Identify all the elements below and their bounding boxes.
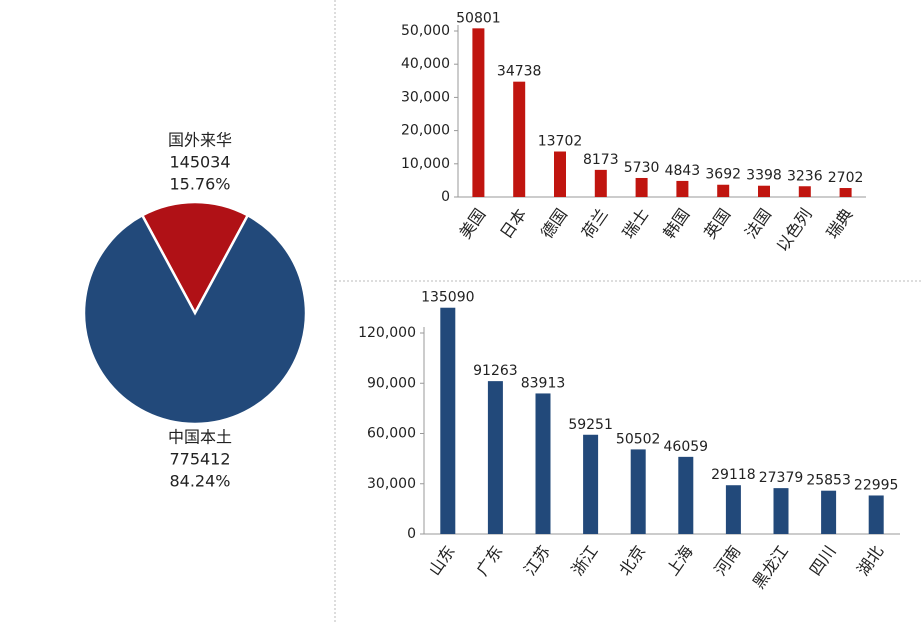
pie-slice (82, 213, 308, 426)
x-tick-label: 日本 (496, 205, 530, 242)
bar (773, 488, 789, 534)
x-tick-label: 四川 (806, 542, 840, 579)
data-label: 4843 (665, 163, 701, 179)
x-tick-label: 瑞士 (619, 205, 653, 242)
data-label: 3692 (705, 167, 741, 183)
y-tick-label: 60,000 (367, 426, 416, 442)
x-tick-label: 河南 (710, 542, 744, 579)
slice-percent: 84.24% (169, 472, 230, 491)
data-label: 2702 (828, 170, 864, 186)
slice-value: 775412 (169, 450, 230, 469)
bar (725, 485, 741, 534)
bar (678, 456, 694, 534)
y-tick-label: 0 (407, 526, 416, 542)
bar (583, 434, 599, 534)
data-label: 27379 (759, 470, 804, 486)
bar (635, 177, 648, 197)
bar (487, 381, 503, 534)
x-tick-label: 江苏 (520, 542, 554, 579)
data-label: 13702 (538, 134, 583, 150)
bar (758, 185, 770, 197)
y-tick-label: 90,000 (367, 375, 416, 391)
x-tick-label: 瑞典 (823, 205, 857, 242)
data-label: 22995 (854, 477, 899, 493)
x-tick-label: 英国 (700, 205, 734, 242)
y-tick-label: 120,000 (358, 325, 416, 341)
data-label: 59251 (568, 417, 613, 433)
bar (717, 184, 730, 197)
data-label: 50801 (456, 10, 501, 26)
x-tick-label: 上海 (663, 542, 697, 579)
bar (594, 169, 607, 197)
data-label: 91263 (473, 363, 518, 379)
x-tick-label: 浙江 (568, 542, 602, 579)
y-tick-label: 20,000 (401, 123, 450, 139)
x-tick-label: 湖北 (853, 542, 887, 579)
x-tick-label: 美国 (455, 205, 489, 242)
x-tick-label: 以色列 (773, 205, 816, 255)
data-label: 25853 (806, 473, 851, 489)
data-label: 5730 (624, 160, 660, 176)
data-label: 135090 (421, 290, 474, 306)
bar (676, 180, 689, 197)
bar (535, 393, 551, 534)
x-tick-label: 广东 (472, 542, 506, 579)
data-label: 8173 (583, 152, 619, 168)
data-label: 46059 (664, 439, 709, 455)
x-tick-label: 法国 (741, 205, 775, 242)
x-tick-label: 山东 (425, 542, 459, 579)
y-tick-label: 30,000 (367, 476, 416, 492)
y-tick-label: 10,000 (401, 156, 450, 172)
bar (630, 449, 646, 534)
bar (472, 28, 485, 197)
bar (554, 151, 566, 197)
data-label: 3236 (787, 168, 823, 184)
bar (821, 490, 837, 534)
y-tick-label: 40,000 (401, 56, 450, 72)
slice-label: 国外来华 (168, 131, 232, 150)
x-tick-label: 德国 (537, 205, 571, 242)
bar (513, 81, 526, 197)
bar (440, 307, 456, 534)
data-label: 50502 (616, 431, 661, 447)
data-label: 3398 (746, 168, 782, 184)
y-tick-label: 0 (441, 189, 450, 205)
bar (798, 186, 811, 197)
x-tick-label: 韩国 (659, 205, 693, 242)
data-label: 29118 (711, 467, 756, 483)
pie-slice (140, 200, 250, 316)
x-tick-label: 北京 (615, 542, 649, 579)
slice-label: 中国本土 (168, 428, 232, 447)
data-label: 83913 (521, 375, 566, 391)
slice-value: 145034 (169, 153, 230, 172)
data-label: 34738 (497, 64, 542, 80)
slice-percent: 15.76% (169, 175, 230, 194)
y-tick-label: 50,000 (401, 23, 450, 39)
bar (868, 495, 884, 534)
x-tick-label: 荷兰 (578, 205, 612, 242)
x-tick-label: 黑龙江 (749, 542, 792, 592)
bar (839, 188, 852, 197)
y-tick-label: 30,000 (401, 89, 450, 105)
